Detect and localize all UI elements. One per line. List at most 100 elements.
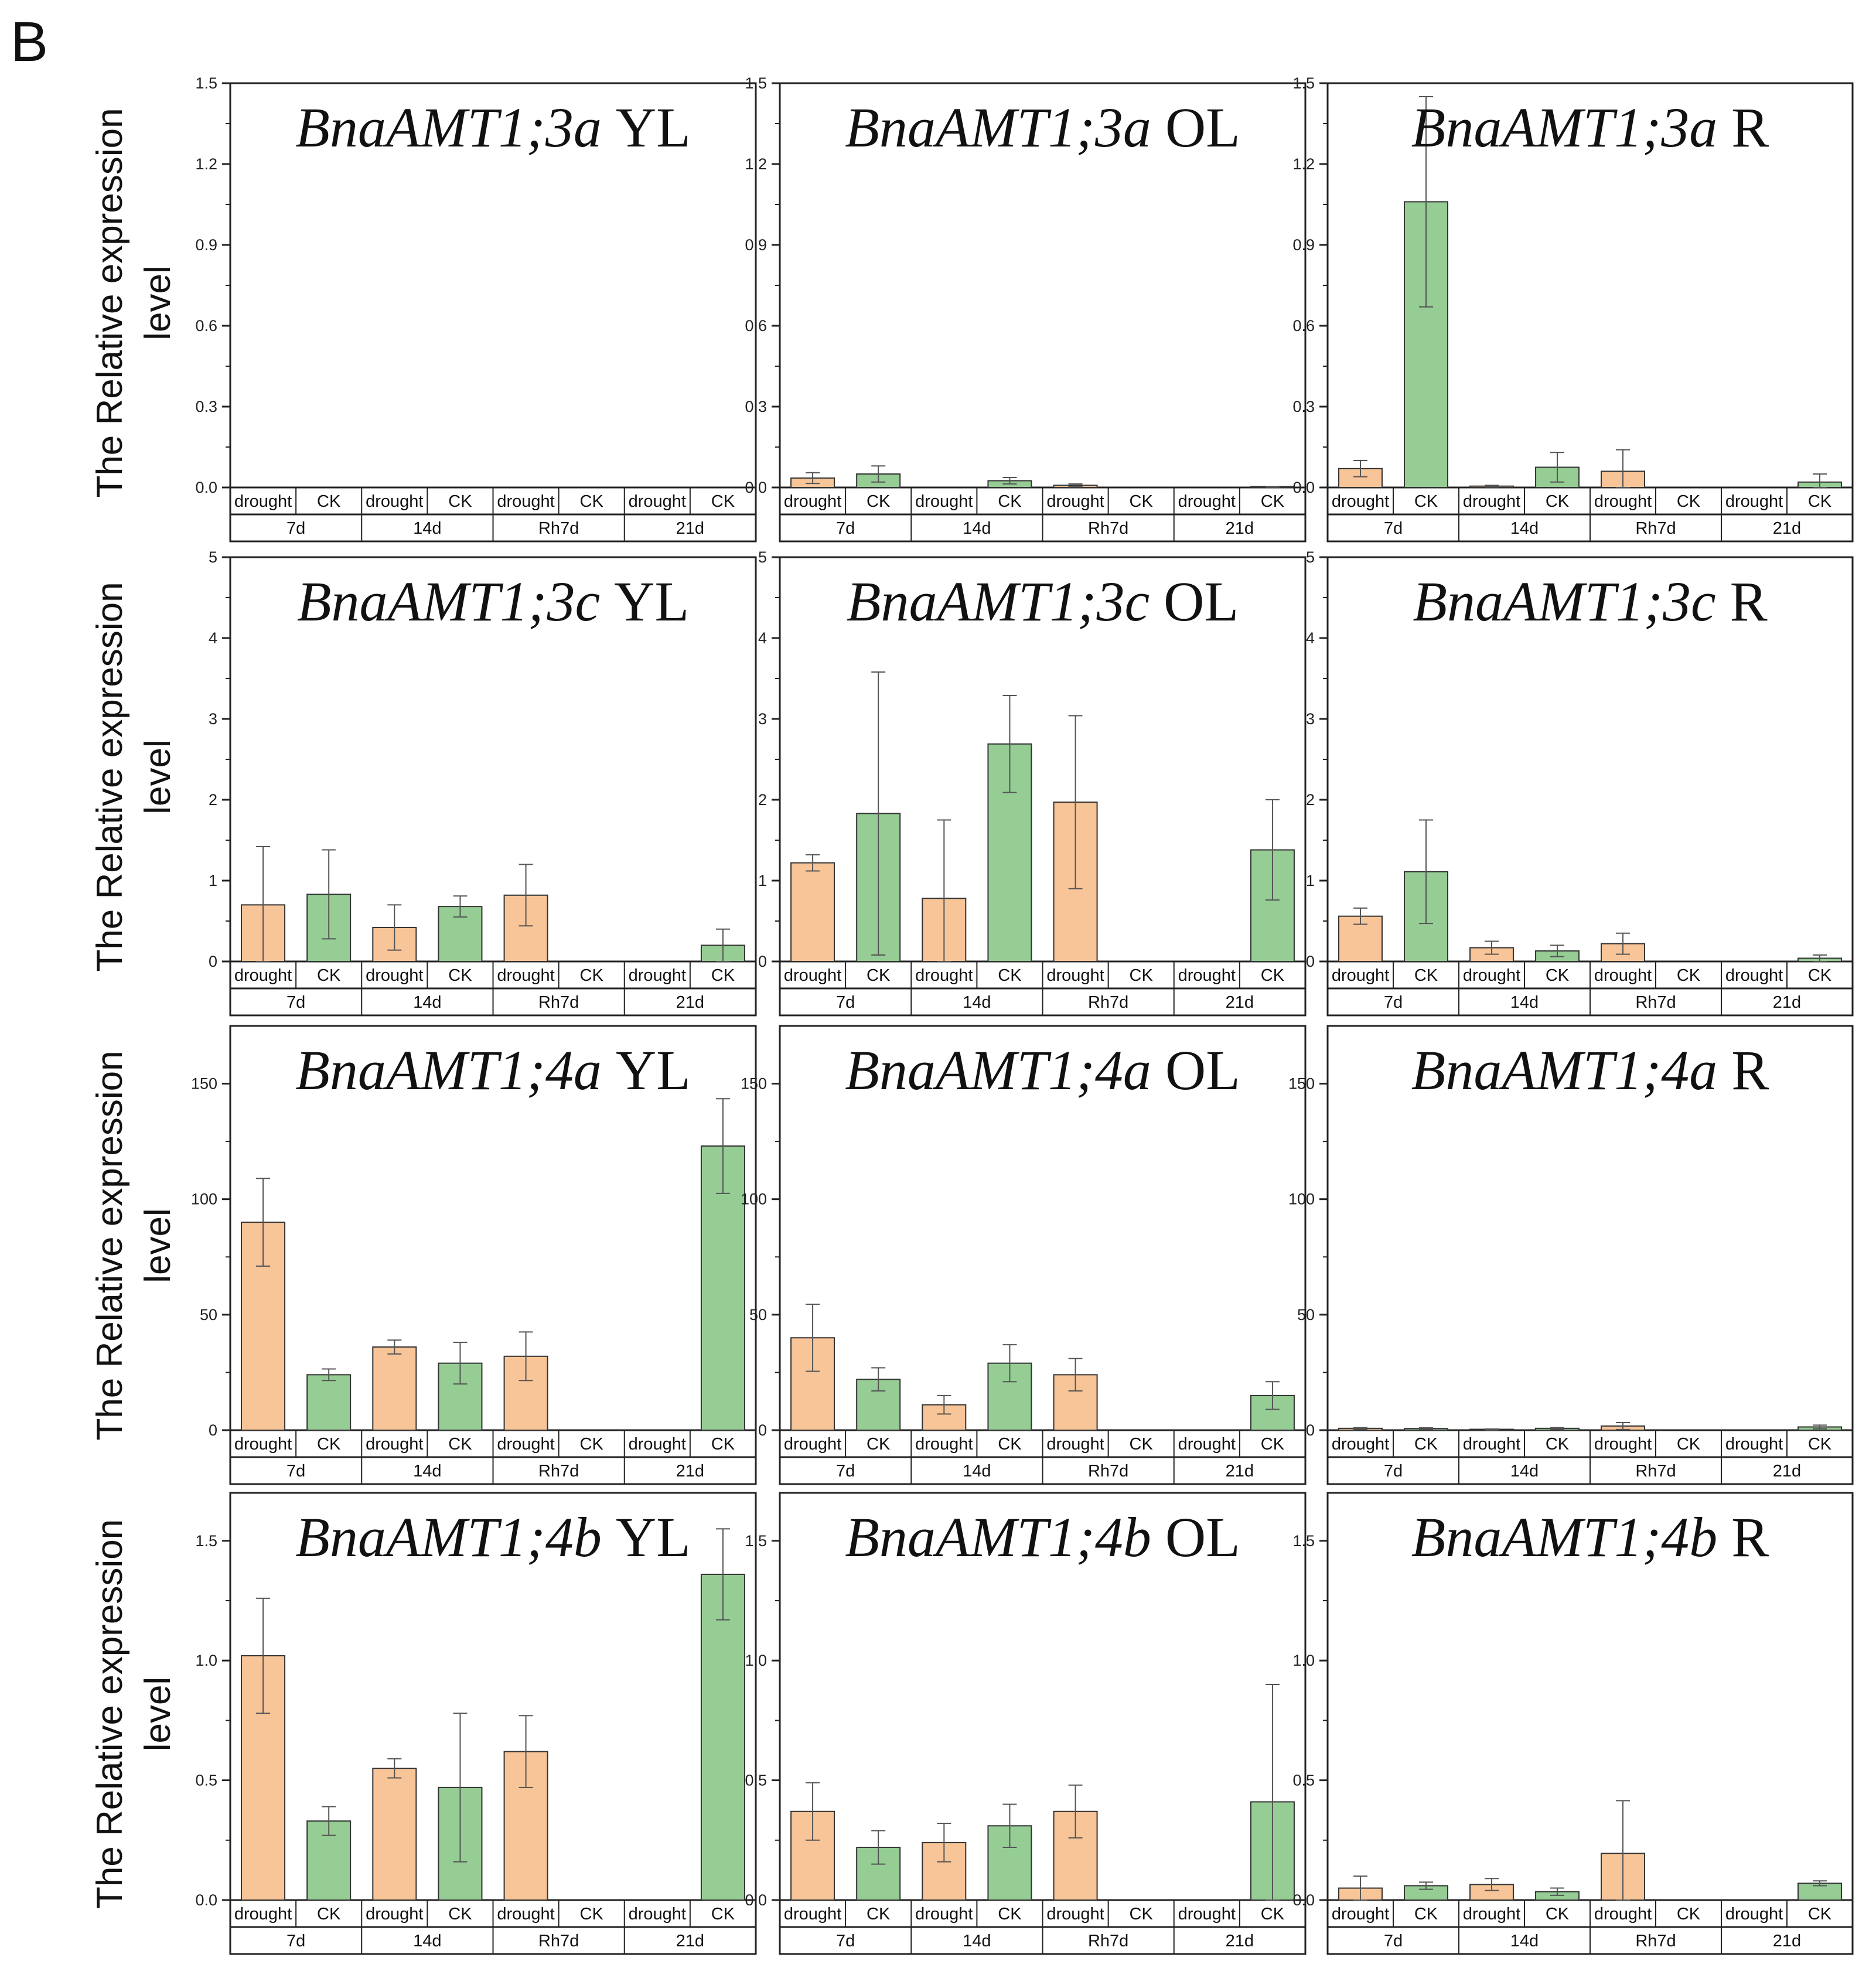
chart-title-gene: BnaAMT1;3a — [295, 96, 616, 159]
category-label: drought — [1594, 1905, 1652, 1924]
category-label: drought — [1725, 492, 1783, 511]
bar-drought — [1469, 1884, 1514, 1901]
error-bar — [1353, 460, 1367, 478]
error-bar — [871, 1830, 886, 1865]
chart-title-tissue: YL — [614, 570, 689, 633]
error-bar — [387, 1758, 402, 1779]
category-label: CK — [1677, 1905, 1701, 1924]
category-label: drought — [1046, 1905, 1104, 1924]
error-bar — [806, 854, 820, 872]
group-label: 7d — [1384, 993, 1403, 1012]
category-label: CK — [1414, 966, 1438, 985]
y-tick-label: 0 — [209, 1421, 217, 1439]
group-label: 14d — [413, 993, 441, 1012]
category-label: CK — [580, 1435, 604, 1454]
y-tick-label: 1.5 — [195, 74, 217, 92]
group-label: 21d — [1226, 519, 1254, 538]
y-tick-label: 1.0 — [195, 1652, 217, 1669]
category-label: drought — [1046, 1435, 1104, 1454]
category-label: CK — [1130, 1905, 1154, 1924]
y-tick-label: 0.0 — [1292, 1891, 1315, 1909]
chart-panel: 0.0 0.3 0.6 0.9 1.2 1.5 drought CK drought CK drou… — [745, 74, 1307, 543]
category-label: CK — [448, 1905, 472, 1924]
chart-title-tissue: YL — [616, 1039, 691, 1101]
y-tick-label: 50 — [749, 1306, 767, 1324]
ylabel-line1: The Relative expression — [90, 582, 130, 971]
group-label: Rh7d — [1088, 1932, 1128, 1950]
group-label: 14d — [963, 519, 991, 538]
category-label: drought — [1594, 492, 1652, 511]
category-label: CK — [580, 492, 604, 511]
y-tick-label: 1.5 — [1292, 1532, 1315, 1550]
y-tick-label: 0 — [1306, 953, 1315, 970]
group-label: 7d — [1384, 1462, 1403, 1481]
group-label: Rh7d — [538, 519, 579, 538]
error-bar — [1265, 1381, 1280, 1410]
error-bar — [937, 819, 951, 962]
error-bar — [871, 1367, 886, 1392]
chart-title-gene: BnaAMT1;4b — [845, 1506, 1165, 1568]
error-bar — [1068, 715, 1083, 889]
group-label: 7d — [836, 993, 855, 1012]
charts: 0.0 0.3 0.6 0.9 1.2 1.5 drought CK drought CK drou… — [191, 74, 1854, 1955]
y-tick-label: 1 — [1306, 872, 1315, 889]
y-tick-label: 100 — [741, 1191, 767, 1208]
category-label: drought — [366, 1435, 423, 1454]
group-label: Rh7d — [1088, 519, 1128, 538]
chart-panel: 0.0 0.3 0.6 0.9 1.2 1.5 drought CK drought CK drou… — [195, 74, 757, 543]
y-tick-label: 100 — [1288, 1191, 1315, 1208]
error-bar — [1002, 476, 1017, 485]
y-tick-label: 0.0 — [195, 479, 217, 496]
group-label: 21d — [676, 1932, 704, 1950]
error-bar — [1550, 944, 1564, 957]
chart-title: BnaAMT1;4a YL — [295, 1039, 691, 1101]
bar-drought — [790, 862, 835, 963]
category-label: CK — [711, 1435, 735, 1454]
y-tick-label: 1.2 — [1292, 155, 1315, 173]
y-tick-label: 0 — [758, 1421, 767, 1439]
error-bar — [1265, 1684, 1280, 1901]
chart-title-tissue: YL — [616, 1506, 691, 1568]
error-bar — [1813, 473, 1827, 488]
category-label: drought — [497, 966, 554, 985]
error-bar — [519, 1331, 533, 1382]
error-bar — [1002, 694, 1017, 793]
error-bar — [715, 1528, 730, 1621]
group-label: Rh7d — [1635, 519, 1676, 538]
chart-panel: 0 50 100 150 drought CK drought CK drought CK drou… — [1288, 1025, 1854, 1485]
category-label: drought — [497, 1435, 554, 1454]
ylabel-line2: level — [138, 1677, 178, 1752]
chart-title-gene: BnaAMT1;4b — [295, 1506, 616, 1568]
ylabel-row-3: The Relative expression level — [90, 1051, 178, 1440]
category-label: drought — [1332, 1435, 1389, 1454]
y-tick-label: 1.2 — [745, 155, 767, 173]
group-label: 21d — [1226, 1462, 1254, 1481]
category-label: drought — [1594, 1435, 1652, 1454]
chart-title-tissue: OL — [1164, 570, 1239, 633]
y-tick-label: 3 — [209, 710, 217, 728]
category-label: drought — [1178, 1435, 1236, 1454]
chart-title-tissue: R — [1731, 96, 1769, 159]
chart-title: BnaAMT1;4b YL — [295, 1506, 691, 1568]
group-label: 14d — [963, 1462, 991, 1481]
group-label: 14d — [963, 1932, 991, 1950]
error-bar — [1616, 1800, 1630, 1901]
category-label: CK — [317, 966, 341, 985]
error-bar — [806, 1782, 820, 1841]
y-tick-label: 150 — [191, 1075, 217, 1093]
category-label: drought — [915, 492, 973, 511]
group-label: Rh7d — [1088, 993, 1128, 1012]
y-tick-label: 4 — [758, 629, 767, 647]
category-label: drought — [1463, 966, 1520, 985]
category-label: CK — [317, 1905, 341, 1924]
category-label: drought — [1178, 492, 1236, 511]
error-bar — [1616, 932, 1630, 955]
y-tick-label: 1.0 — [1292, 1652, 1315, 1669]
error-bar — [806, 472, 820, 485]
group-label: 21d — [676, 519, 704, 538]
ylabel-line1: The Relative expression — [90, 1519, 130, 1909]
error-bar — [871, 465, 886, 483]
error-bar — [256, 1597, 271, 1714]
